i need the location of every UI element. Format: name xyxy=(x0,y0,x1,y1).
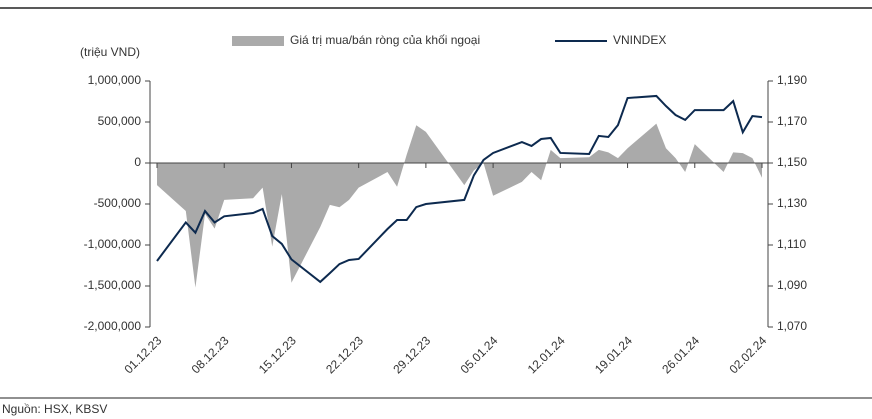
x-tick-label: 05.01.24 xyxy=(458,333,501,376)
y-tick-label: 1,000,000 xyxy=(88,73,142,87)
y-tick-label: -1,500,000 xyxy=(84,278,142,292)
y2-tick-label: 1,170 xyxy=(777,114,807,128)
x-tick-label: 12.01.24 xyxy=(525,333,568,376)
y2-tick-label: 1,070 xyxy=(777,319,807,333)
y-tick-label: 500,000 xyxy=(98,114,142,128)
y2-tick-label: 1,130 xyxy=(777,196,807,210)
area xyxy=(157,123,762,288)
source: Nguồn: HSX, KBSV xyxy=(2,402,107,416)
x-tick-label: 22.12.23 xyxy=(323,333,366,376)
y2-tick-label: 1,090 xyxy=(777,278,807,292)
y2-tick-label: 1,150 xyxy=(777,155,807,169)
x-tick-label: 01.12.23 xyxy=(121,333,164,376)
y-tick-label: -2,000,000 xyxy=(84,319,142,333)
legend-label: VNINDEX xyxy=(613,33,666,47)
x-tick-label: 19.01.24 xyxy=(592,333,635,376)
legend-swatch xyxy=(232,36,284,46)
line xyxy=(156,94,763,284)
y-tick-label: -1,000,000 xyxy=(84,237,142,251)
y2-tick-label: 1,110 xyxy=(777,237,806,251)
y2-tick-label: 1,190 xyxy=(777,73,807,87)
y-tick-label: -500,000 xyxy=(94,196,142,210)
x-tick-label: 02.02.24 xyxy=(726,333,769,376)
x-tick-label: 15.12.23 xyxy=(256,333,299,376)
y-tick-label: 0 xyxy=(134,155,141,169)
x-tick-label: 29.12.23 xyxy=(390,333,433,376)
x-tick-label: 26.01.24 xyxy=(659,333,702,376)
y-axis-label: (triệu VND) xyxy=(80,45,140,59)
legend-label: Giá trị mua/bán ròng của khối ngoại xyxy=(290,33,480,47)
x-tick-label: 08.12.23 xyxy=(189,333,232,376)
